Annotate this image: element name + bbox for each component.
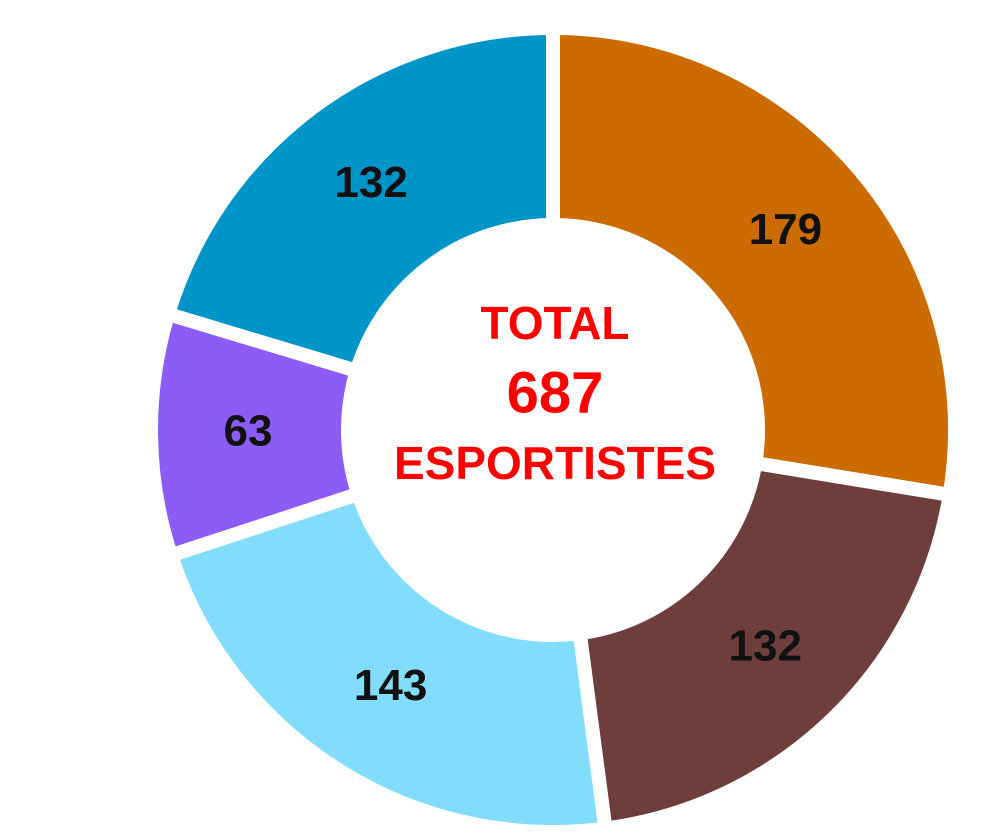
donut-segment bbox=[159, 20, 560, 380]
value-label: 63 bbox=[224, 406, 273, 455]
donut-segment bbox=[162, 485, 614, 839]
total-caption: ESPORTISTES bbox=[394, 437, 716, 489]
value-label: 132 bbox=[729, 622, 802, 671]
donut-segment bbox=[571, 455, 958, 837]
value-label: 143 bbox=[354, 661, 427, 710]
total-value: 687 bbox=[507, 360, 604, 425]
value-label: 179 bbox=[749, 205, 822, 254]
total-label: TOTAL bbox=[480, 297, 629, 349]
value-label: 132 bbox=[334, 158, 407, 207]
donut-segment bbox=[546, 20, 962, 503]
